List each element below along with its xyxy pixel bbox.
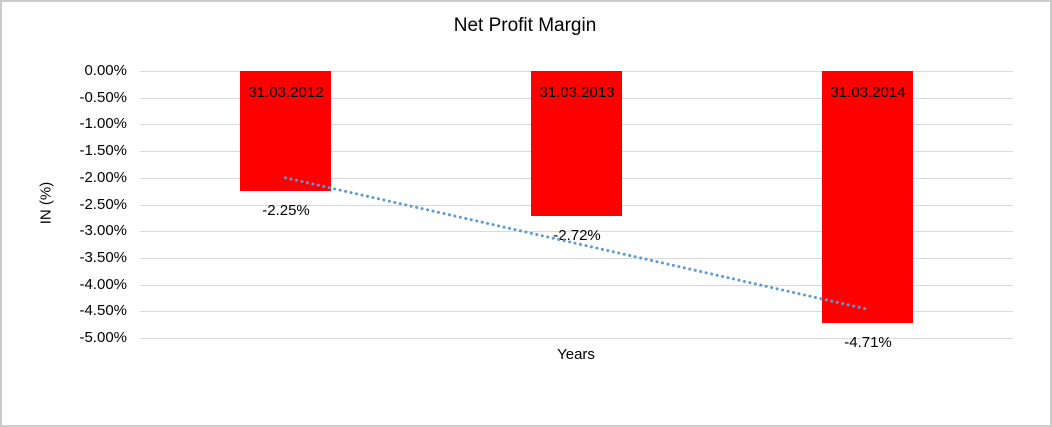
y-axis-tick-label: 0.00% bbox=[84, 62, 127, 79]
y-axis-tick-label: -2.50% bbox=[79, 196, 127, 213]
y-axis-tick-label: -0.50% bbox=[79, 89, 127, 106]
chart-title: Net Profit Margin bbox=[453, 15, 597, 36]
bar-value-label: -2.72% bbox=[553, 227, 601, 244]
y-axis-tick-label: -4.50% bbox=[79, 302, 127, 319]
bar-category-label: 31.03.2012 bbox=[248, 84, 324, 101]
bar-value-label: -2.25% bbox=[262, 202, 310, 219]
bar bbox=[822, 71, 913, 323]
y-axis-tick-label: -2.00% bbox=[79, 169, 127, 186]
bar-category-label: 31.03.2014 bbox=[830, 84, 906, 101]
y-axis-tick-label: -1.00% bbox=[79, 115, 127, 132]
bar-value-label: -4.71% bbox=[844, 334, 892, 351]
gridline bbox=[140, 311, 1013, 312]
y-axis-tick-label: -3.50% bbox=[79, 249, 127, 266]
y-axis-tick-label: -5.00% bbox=[79, 329, 127, 346]
x-axis-title: Years bbox=[557, 346, 595, 363]
bar bbox=[240, 71, 331, 191]
y-axis-tick-label: -4.00% bbox=[79, 276, 127, 293]
y-axis-tick-label: -1.50% bbox=[79, 142, 127, 159]
bar-category-label: 31.03.2013 bbox=[539, 84, 615, 101]
y-axis-tick-label: -3.00% bbox=[79, 222, 127, 239]
gridline bbox=[140, 338, 1013, 339]
